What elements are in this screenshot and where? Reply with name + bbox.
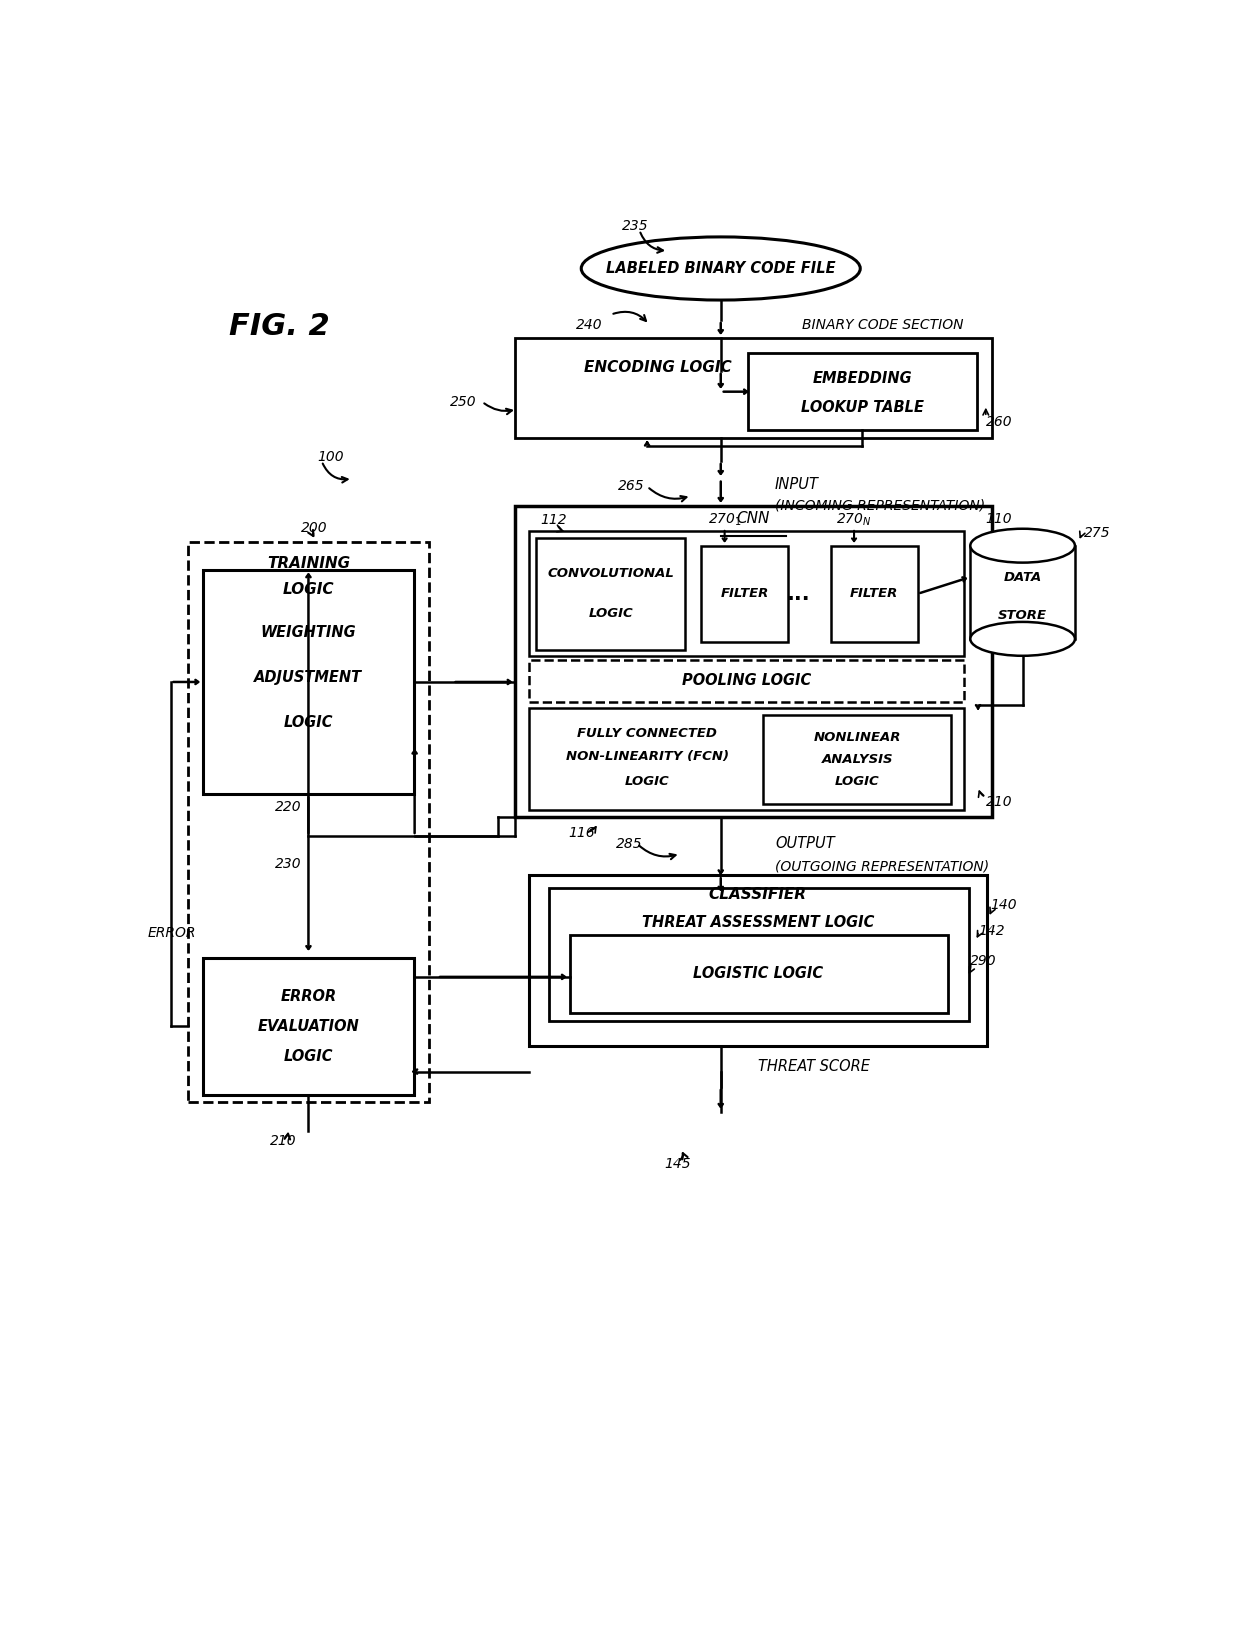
Text: 275: 275 [1084, 525, 1110, 540]
Text: 290: 290 [970, 955, 997, 968]
Text: EVALUATION: EVALUATION [258, 1018, 360, 1034]
Text: 210: 210 [269, 1133, 296, 1148]
Text: INPUT: INPUT [775, 476, 818, 491]
Ellipse shape [971, 623, 1075, 656]
Ellipse shape [971, 529, 1075, 563]
Text: LOGIC: LOGIC [284, 715, 334, 730]
FancyBboxPatch shape [528, 530, 965, 656]
FancyBboxPatch shape [702, 545, 789, 642]
Text: 220: 220 [275, 800, 301, 815]
Text: LOGIC: LOGIC [625, 774, 670, 787]
FancyBboxPatch shape [549, 888, 968, 1021]
Text: CONVOLUTIONAL: CONVOLUTIONAL [547, 567, 675, 580]
Text: WEIGHTING: WEIGHTING [260, 624, 356, 641]
Text: EMBEDDING: EMBEDDING [812, 371, 911, 385]
Text: LOOKUP TABLE: LOOKUP TABLE [801, 400, 924, 415]
FancyBboxPatch shape [831, 545, 918, 642]
Text: THREAT SCORE: THREAT SCORE [758, 1059, 870, 1074]
Text: NON-LINEARITY (FCN): NON-LINEARITY (FCN) [565, 751, 729, 764]
Text: NONLINEAR: NONLINEAR [813, 731, 901, 744]
Text: LABELED BINARY CODE FILE: LABELED BINARY CODE FILE [606, 260, 836, 277]
Text: 240: 240 [575, 318, 603, 331]
FancyBboxPatch shape [516, 338, 992, 438]
FancyBboxPatch shape [970, 545, 1075, 639]
Text: FILTER: FILTER [720, 588, 769, 600]
FancyBboxPatch shape [764, 715, 951, 804]
Ellipse shape [582, 237, 861, 300]
Text: 270$_1$: 270$_1$ [708, 512, 742, 529]
Text: ADJUSTMENT: ADJUSTMENT [254, 670, 362, 685]
Text: LOGIC: LOGIC [588, 608, 634, 621]
Text: 142: 142 [978, 924, 1004, 937]
Text: THREAT ASSESSMENT LOGIC: THREAT ASSESSMENT LOGIC [642, 916, 874, 931]
Text: BINARY CODE SECTION: BINARY CODE SECTION [802, 318, 963, 331]
Text: 230: 230 [275, 856, 301, 871]
Text: LOGIC: LOGIC [835, 776, 879, 787]
Text: ERROR: ERROR [148, 926, 196, 940]
Text: OUTPUT: OUTPUT [775, 837, 835, 851]
Text: 285: 285 [616, 837, 642, 850]
FancyBboxPatch shape [516, 506, 992, 817]
FancyBboxPatch shape [528, 708, 965, 810]
FancyBboxPatch shape [203, 957, 414, 1095]
Text: DATA: DATA [1003, 570, 1042, 583]
FancyBboxPatch shape [569, 934, 947, 1013]
Text: STORE: STORE [998, 609, 1047, 621]
Text: 265: 265 [619, 479, 645, 494]
Text: FIG. 2: FIG. 2 [228, 311, 330, 341]
Text: (OUTGOING REPRESENTATION): (OUTGOING REPRESENTATION) [775, 860, 990, 875]
Text: POOLING LOGIC: POOLING LOGIC [682, 674, 811, 688]
Text: 270$_N$: 270$_N$ [836, 512, 872, 529]
FancyBboxPatch shape [187, 542, 429, 1102]
Text: 145: 145 [665, 1156, 692, 1171]
Text: 200: 200 [300, 520, 327, 535]
Text: 140: 140 [991, 898, 1017, 912]
Text: FILTER: FILTER [849, 588, 899, 600]
Text: 260: 260 [986, 415, 1012, 430]
Text: TRAINING: TRAINING [267, 557, 350, 572]
Text: FULLY CONNECTED: FULLY CONNECTED [577, 726, 717, 740]
FancyBboxPatch shape [528, 875, 987, 1046]
Text: 110: 110 [986, 512, 1012, 525]
Text: ANALYSIS: ANALYSIS [821, 753, 893, 766]
Text: 250: 250 [450, 395, 476, 408]
FancyBboxPatch shape [748, 352, 977, 430]
FancyBboxPatch shape [528, 660, 965, 702]
Text: 116: 116 [568, 825, 594, 840]
Text: ERROR: ERROR [280, 988, 336, 1003]
Text: LOGIC: LOGIC [284, 1049, 334, 1064]
Text: 235: 235 [622, 219, 649, 234]
Text: 100: 100 [317, 450, 345, 464]
Text: CLASSIFIER: CLASSIFIER [709, 888, 807, 903]
Text: 112: 112 [541, 514, 568, 527]
Text: ...: ... [786, 585, 810, 604]
Text: (INCOMING REPRESENTATION): (INCOMING REPRESENTATION) [775, 499, 985, 512]
FancyBboxPatch shape [203, 570, 414, 794]
FancyBboxPatch shape [536, 539, 684, 649]
Text: LOGIC: LOGIC [283, 581, 335, 598]
Text: ENCODING LOGIC: ENCODING LOGIC [584, 359, 732, 374]
Text: CNN: CNN [737, 511, 770, 527]
Text: LOGISTIC LOGIC: LOGISTIC LOGIC [693, 965, 823, 980]
Text: 210: 210 [986, 796, 1012, 809]
